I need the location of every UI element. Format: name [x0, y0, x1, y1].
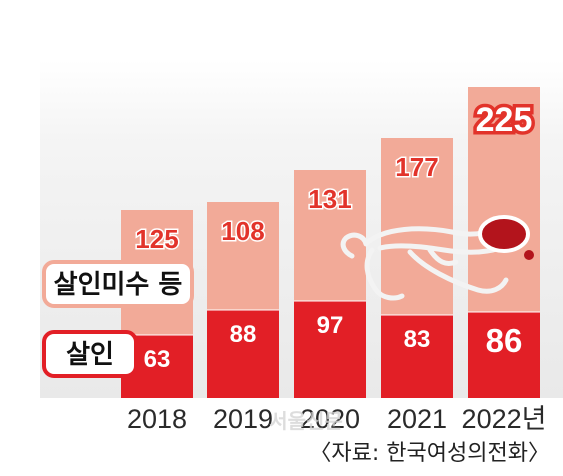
bar-divider-1 — [207, 309, 279, 311]
legend-item-attempt — [42, 260, 194, 308]
bar-murder-1 — [207, 310, 279, 398]
watermark: 서울신문 — [269, 409, 343, 433]
value-label-attempt-4: 225 — [476, 101, 533, 139]
legend-label-attempt: 살인미수 등 — [54, 270, 183, 300]
x-tick-label-4: 2022년 — [462, 404, 547, 434]
bar-attempt-1 — [207, 202, 279, 310]
x-tick-label-2: 2020 — [300, 404, 360, 434]
legend-item-murder — [42, 330, 138, 378]
value-label-attempt-2: 131 — [308, 184, 351, 214]
legend: 살인미수 등 살인 — [42, 260, 194, 378]
value-label-murder-3: 83 — [404, 326, 431, 353]
x-tick-label-3: 2021 — [387, 404, 447, 434]
value-label-murder-4: 86 — [486, 322, 523, 359]
bar-divider-2 — [294, 300, 366, 302]
source-note: 〈자료: 한국여성의전화〉 — [309, 441, 550, 466]
bar-divider-3 — [381, 314, 453, 316]
value-label-murder-0: 63 — [144, 346, 171, 373]
bar-divider-0 — [121, 334, 193, 336]
x-axis-tick-labels: 2018 2019 2020 2021 2022년 — [127, 404, 546, 434]
bar-divider-4 — [468, 311, 540, 313]
bar-murder-3 — [381, 315, 453, 398]
value-label-attempt-0: 125 — [135, 224, 178, 254]
bar-murder-4 — [468, 312, 540, 398]
value-label-attempt-1: 108 — [221, 216, 264, 246]
bars-group — [121, 87, 540, 398]
bar-murder-2 — [294, 301, 366, 398]
value-labels-group: 125 63 108 88 131 97 177 83 225 86 — [134, 98, 536, 374]
x-tick-label-1: 2019 — [213, 404, 273, 434]
blood-drop-icon — [524, 250, 534, 260]
legend-label-murder: 살인 — [66, 340, 114, 370]
value-label-murder-2: 97 — [317, 312, 344, 339]
bar-attempt-4 — [468, 87, 540, 312]
blood-stain-icon — [478, 215, 530, 253]
value-label-attempt-3: 177 — [395, 152, 438, 182]
x-tick-label-0: 2018 — [127, 404, 187, 434]
value-label-murder-1: 88 — [230, 321, 257, 348]
